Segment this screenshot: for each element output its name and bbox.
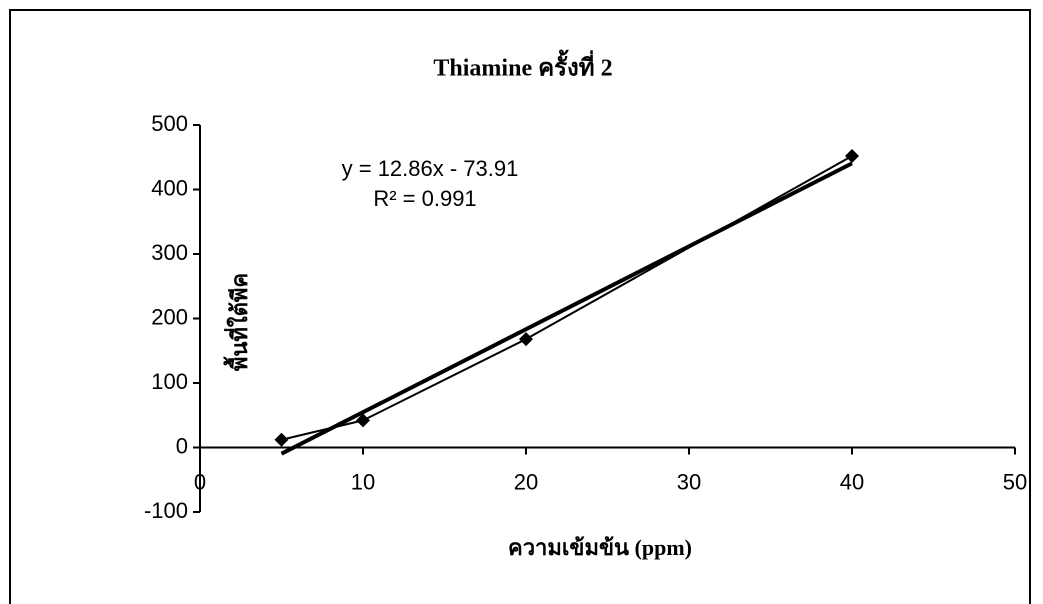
y-tick-label: 200	[151, 304, 188, 329]
data-point	[356, 413, 370, 428]
x-tick-label: 0	[194, 469, 206, 494]
y-tick-label: 100	[151, 369, 188, 394]
y-tick-label: 300	[151, 240, 188, 265]
y-tick-label: 400	[151, 175, 188, 200]
series-line	[281, 155, 853, 441]
chart-frame	[9, 9, 1031, 604]
data-point	[274, 432, 289, 447]
x-axis-label: ความเข้มข้น (ppm)	[508, 535, 692, 560]
equation-annotation: y = 12.86x - 73.91	[342, 156, 519, 181]
r2-annotation: R² = 0.991	[373, 186, 476, 211]
y-tick-label: 0	[176, 433, 188, 458]
x-tick-label: 40	[840, 469, 864, 494]
x-tick-label: 50	[1003, 469, 1027, 494]
x-tick-label: 30	[677, 469, 701, 494]
trendline	[280, 161, 853, 456]
x-tick-label: 10	[351, 469, 375, 494]
data-point	[519, 332, 533, 347]
data-point	[845, 148, 859, 163]
y-tick-label: -100	[144, 498, 188, 523]
y-tick-label: 500	[151, 111, 188, 136]
x-tick-label: 20	[514, 469, 538, 494]
y-axis-label: พื้นที่ใต้พีค	[223, 273, 252, 371]
